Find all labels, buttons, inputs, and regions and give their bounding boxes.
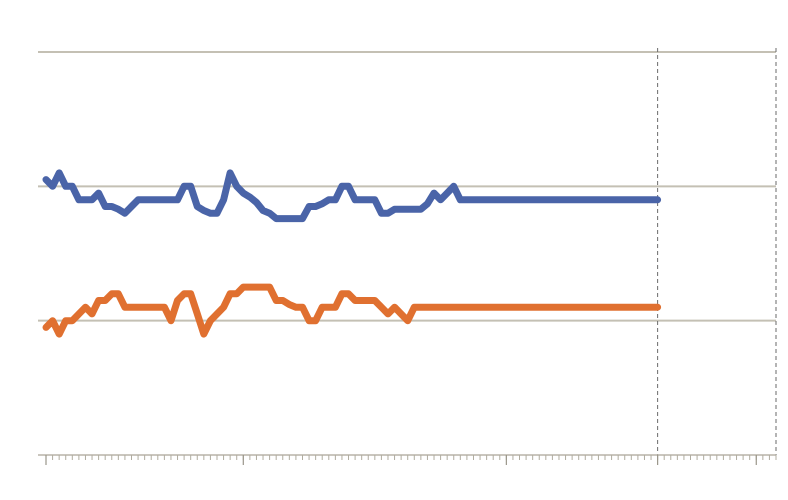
x-axis: [38, 454, 777, 465]
y-gridlines: [38, 51, 776, 322]
series-line-2: [42, 283, 662, 338]
x-reference-lines: [657, 48, 777, 455]
series-lines: [42, 169, 662, 338]
series-line-1: [42, 169, 662, 223]
